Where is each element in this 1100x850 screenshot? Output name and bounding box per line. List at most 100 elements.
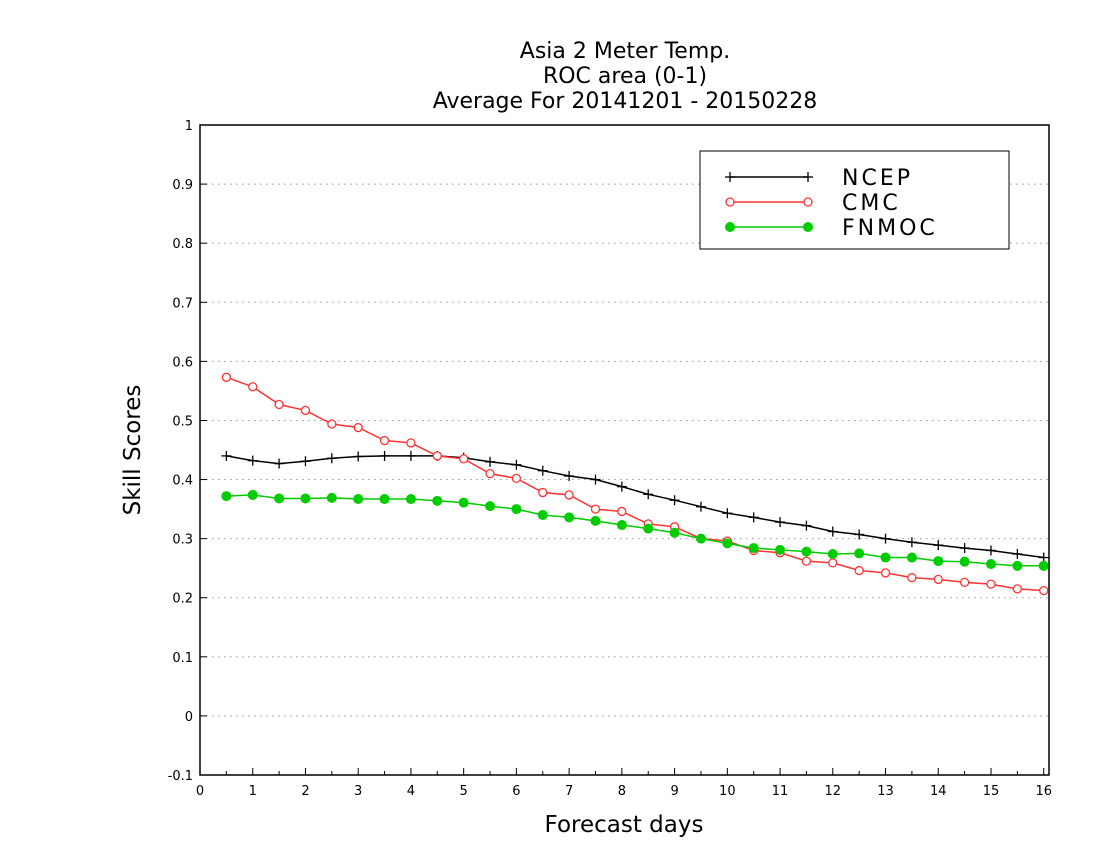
data-point <box>406 438 416 448</box>
data-point <box>564 512 575 523</box>
data-point <box>986 579 996 589</box>
data-point <box>221 450 232 461</box>
data-point <box>432 495 443 506</box>
y-tick-label: 0.6 <box>172 355 193 370</box>
data-point <box>538 487 548 498</box>
y-tick-label: 0.7 <box>172 296 193 311</box>
gridlines <box>200 183 1049 717</box>
data-point <box>485 501 496 512</box>
series-layer <box>221 372 1049 596</box>
data-point <box>801 556 812 566</box>
x-tick-label: 14 <box>930 784 947 799</box>
x-tick-label: 11 <box>772 784 789 799</box>
data-point <box>590 504 601 514</box>
data-point <box>353 494 364 505</box>
data-point <box>775 544 786 555</box>
data-point <box>1012 584 1023 594</box>
data-point <box>616 481 627 492</box>
data-point <box>616 520 627 531</box>
x-tick-label: 9 <box>670 784 678 799</box>
data-point <box>803 172 813 182</box>
data-point <box>803 197 813 207</box>
data-point <box>722 538 733 549</box>
data-point <box>748 543 759 554</box>
data-point <box>221 491 232 502</box>
data-point <box>564 490 574 500</box>
series-cmc <box>221 372 1049 596</box>
title-line-1: Asia 2 Meter Temp. <box>520 39 730 64</box>
data-point <box>1038 560 1049 571</box>
data-point <box>485 468 495 479</box>
data-point <box>459 454 469 464</box>
x-axis-label: Forecast days <box>545 812 704 838</box>
data-point <box>959 556 970 567</box>
data-point <box>748 512 759 523</box>
data-point <box>405 450 416 461</box>
data-point <box>300 493 311 504</box>
data-point <box>247 455 258 466</box>
data-point <box>669 527 680 538</box>
data-point <box>643 523 654 534</box>
legend-entry-fnmoc: FNMOC <box>725 216 935 241</box>
x-tick-label: 13 <box>877 784 894 799</box>
data-point <box>405 494 416 505</box>
legend-label: NCEP <box>842 166 913 191</box>
x-tick-label: 0 <box>196 784 204 799</box>
data-point <box>854 548 865 559</box>
plot-area <box>199 124 1050 776</box>
series-line <box>226 455 1044 559</box>
data-point <box>379 435 390 446</box>
data-point <box>985 545 996 556</box>
data-point <box>827 526 838 537</box>
chart-title: Asia 2 Meter Temp. ROC area (0-1) Averag… <box>433 39 818 114</box>
data-point <box>827 549 838 559</box>
title-line-3: Average For 20141201 - 20150228 <box>433 89 818 114</box>
data-point <box>880 568 891 578</box>
data-point <box>643 489 654 500</box>
data-point <box>669 495 680 506</box>
data-point <box>880 552 891 563</box>
x-tick-label: 15 <box>983 784 1000 799</box>
y-axis-label: Skill Scores <box>120 385 146 516</box>
legend-entry-ncep: NCEP <box>725 166 913 191</box>
data-point <box>274 458 285 469</box>
data-point <box>959 543 970 554</box>
data-point <box>590 474 601 485</box>
x-tick-label: 6 <box>512 784 520 799</box>
data-point <box>725 172 735 182</box>
x-tick-label: 2 <box>301 784 309 799</box>
x-tick-label: 5 <box>460 784 468 799</box>
data-point <box>248 382 258 392</box>
data-point <box>933 556 944 567</box>
data-point <box>722 508 733 519</box>
x-tick-label: 16 <box>1035 784 1052 799</box>
data-point <box>590 515 601 526</box>
data-point <box>803 222 813 232</box>
data-point <box>300 405 311 416</box>
y-tick-label: 0.4 <box>172 474 193 489</box>
y-tick-label: 0.9 <box>172 178 193 193</box>
data-point <box>326 453 337 464</box>
x-axis: 0 1 2 3 4 5 6 7 8 9 10 11 12 13 14 15 16 <box>196 768 1052 799</box>
series-ncep <box>221 450 1049 563</box>
data-point <box>537 465 548 476</box>
y-tick-label: -0.1 <box>168 769 193 784</box>
data-point <box>933 574 943 585</box>
data-point <box>353 451 364 462</box>
data-point <box>801 546 812 557</box>
legend-label: CMC <box>842 191 901 216</box>
x-tick-label: 10 <box>719 784 736 799</box>
legend-entry-cmc: CMC <box>725 191 901 216</box>
y-tick-label: 1 <box>185 119 193 134</box>
data-point <box>1039 585 1049 596</box>
data-point <box>247 489 258 500</box>
data-point <box>725 197 735 207</box>
data-point <box>458 497 469 508</box>
y-tick-label: 0.2 <box>172 592 193 607</box>
title-line-2: ROC area (0-1) <box>543 64 707 89</box>
data-point <box>801 520 812 531</box>
x-tick-label: 7 <box>565 784 573 799</box>
y-axis: -0.1 0 0.1 0.2 0.3 0.4 0.5 0.6 0.7 0.8 0.9 1 <box>168 119 207 784</box>
